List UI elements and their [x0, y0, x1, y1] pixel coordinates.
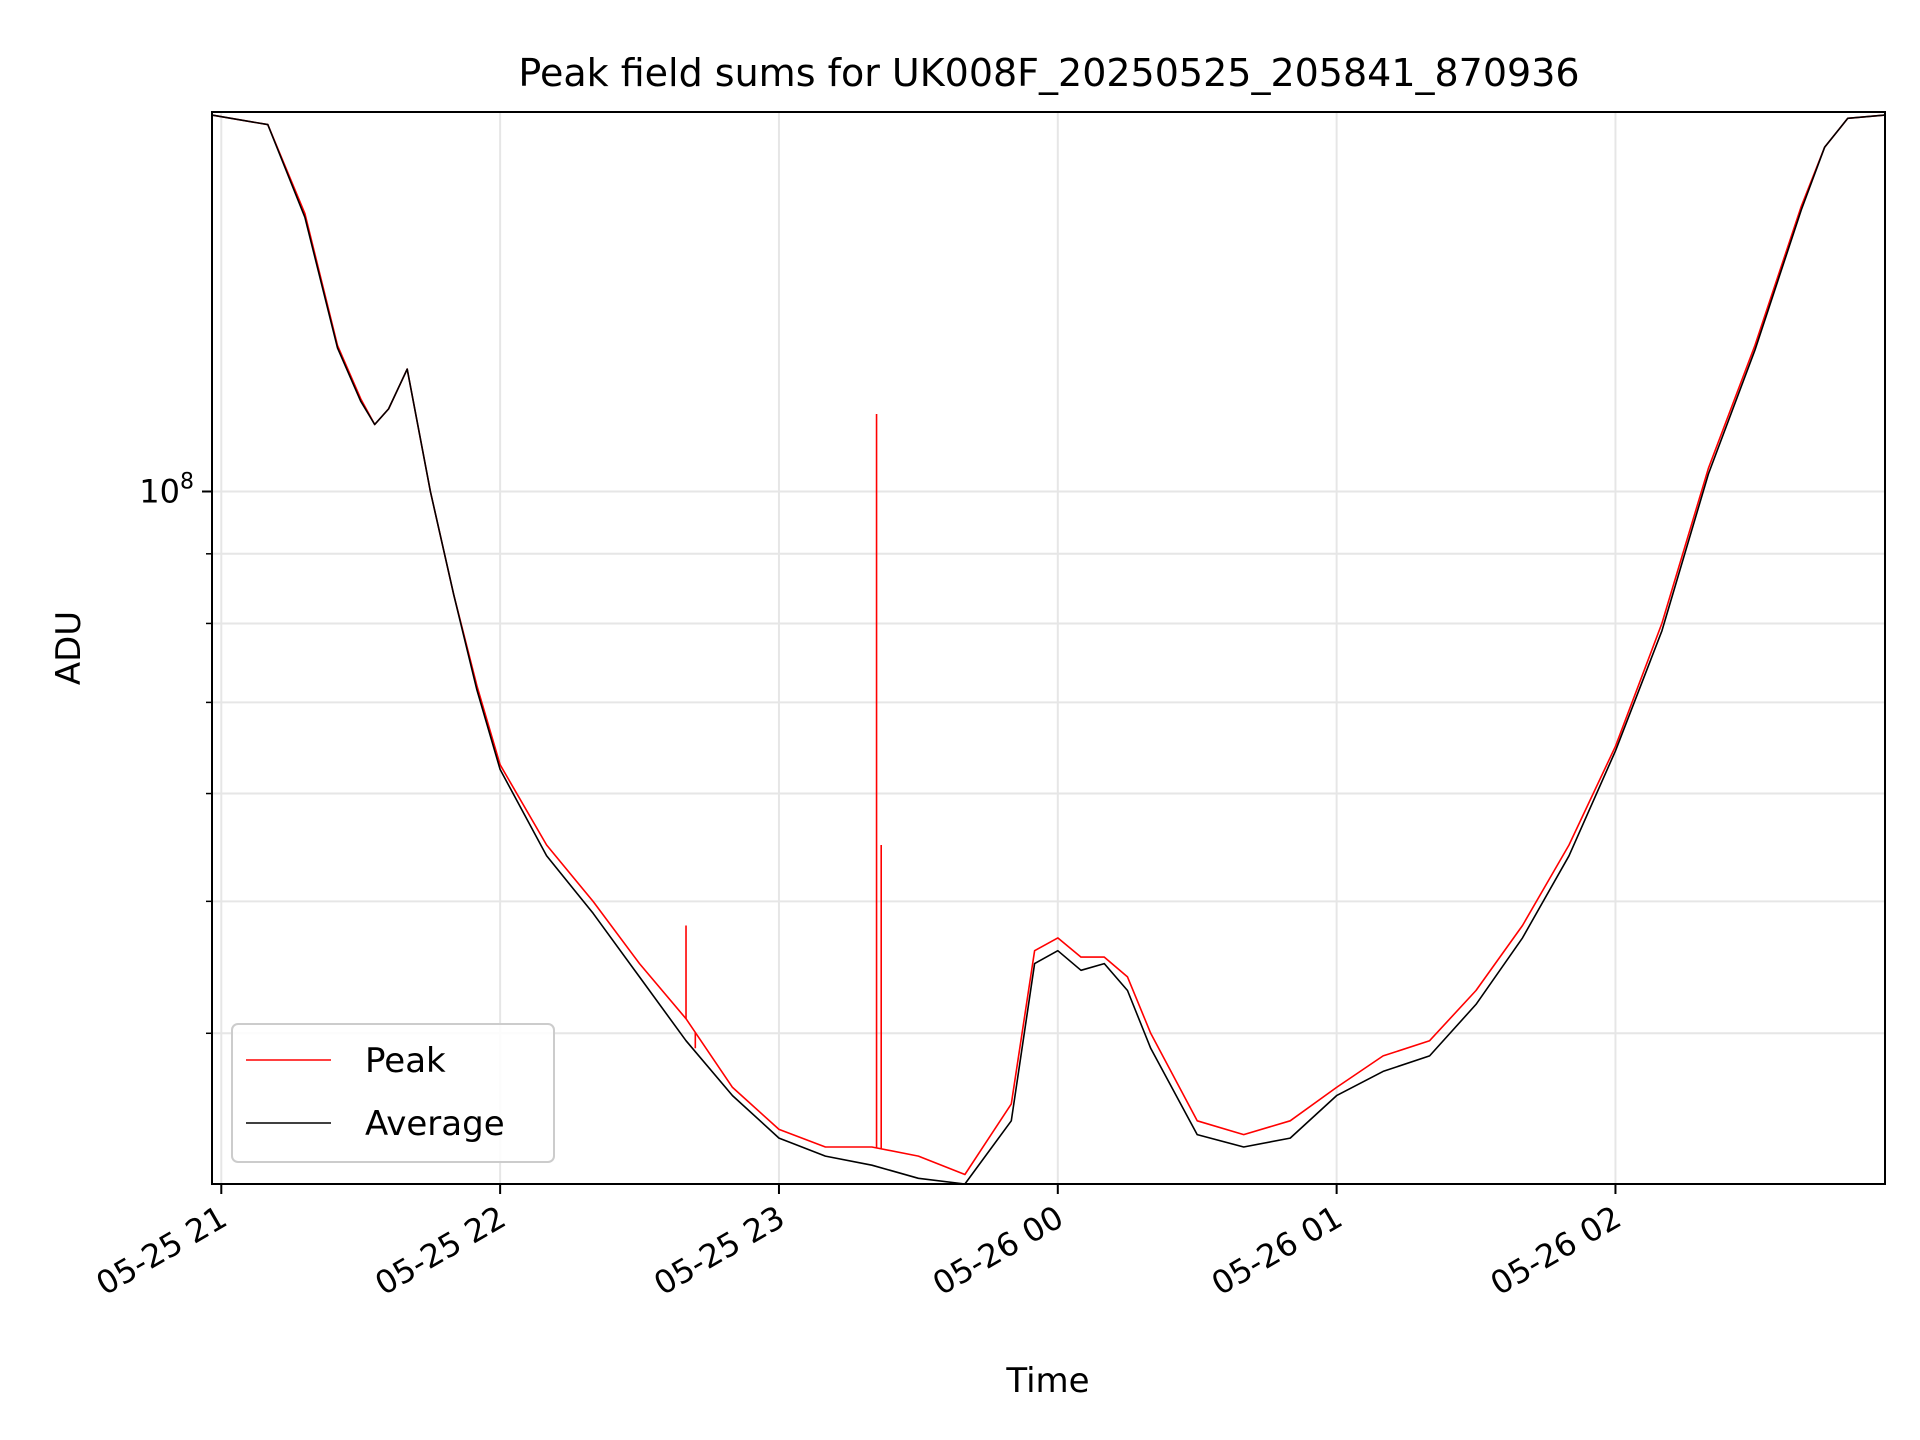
plot-frame — [211, 111, 1886, 1185]
y-grid-lines — [212, 490, 1885, 1035]
legend-box — [231, 1023, 555, 1163]
y-axis-label: ADU — [49, 611, 89, 685]
x-ticks: 05-25 21 05-25 22 05-25 23 05-26 00 05-26 01… — [90, 1184, 1628, 1303]
x-tick-label: 05-25 23 — [647, 1198, 791, 1303]
legend-label-peak: Peak — [365, 1041, 446, 1081]
legend: Peak Average — [231, 1023, 555, 1163]
plot-series — [211, 114, 1886, 1185]
x-tick-label: 05-26 00 — [926, 1198, 1070, 1303]
x-tick-label: 05-26 01 — [1205, 1198, 1349, 1303]
series-line-average — [211, 114, 1886, 1185]
x-tick-label: 05-25 22 — [369, 1198, 513, 1303]
x-tick-label: 05-25 21 — [90, 1198, 234, 1303]
x-axis-label: Time — [1005, 1361, 1089, 1401]
x-tick-label: 05-26 02 — [1484, 1198, 1628, 1303]
series-line-peak — [211, 114, 1886, 1176]
x-grid-lines — [220, 112, 1617, 1184]
y-ticks: 108 — [139, 470, 212, 1035]
chart-title: Peak field sums for UK008F_20250525_2058… — [518, 51, 1579, 95]
legend-label-average: Average — [365, 1104, 505, 1144]
y-tick-label: 108 — [139, 470, 194, 511]
